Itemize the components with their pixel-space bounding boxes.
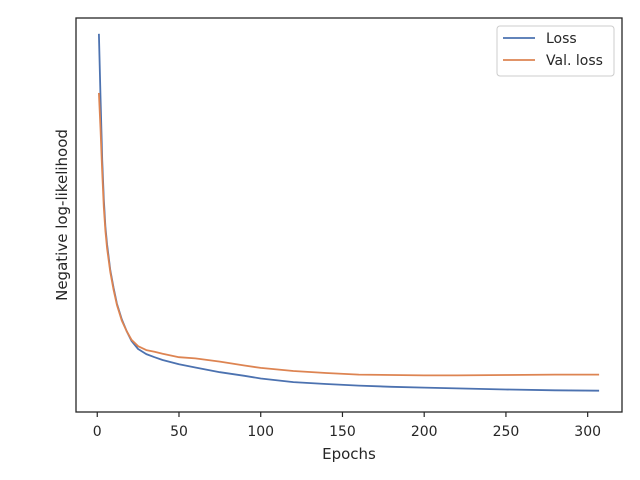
series-line-val-loss [98,92,600,377]
x-tick-label: 100 [247,424,274,440]
x-axis-label: Epochs [322,445,376,463]
x-tick-label: 150 [329,424,356,440]
x-tick-label: 0 [93,424,102,440]
x-tick-label: 50 [170,424,188,440]
series-layer [98,33,600,392]
legend-label-val-loss: Val. loss [546,53,603,69]
y-axis-label: Negative log-likelihood [53,129,71,301]
x-tick-label: 300 [574,424,601,440]
plot-area [75,17,623,413]
x-tick-label: 250 [493,424,520,440]
legend: Loss Val. loss [496,25,615,77]
x-tick-label: 200 [411,424,438,440]
x-axis: 0 50 100 150 200 250 300 [93,412,601,440]
legend-label-loss: Loss [546,31,577,47]
